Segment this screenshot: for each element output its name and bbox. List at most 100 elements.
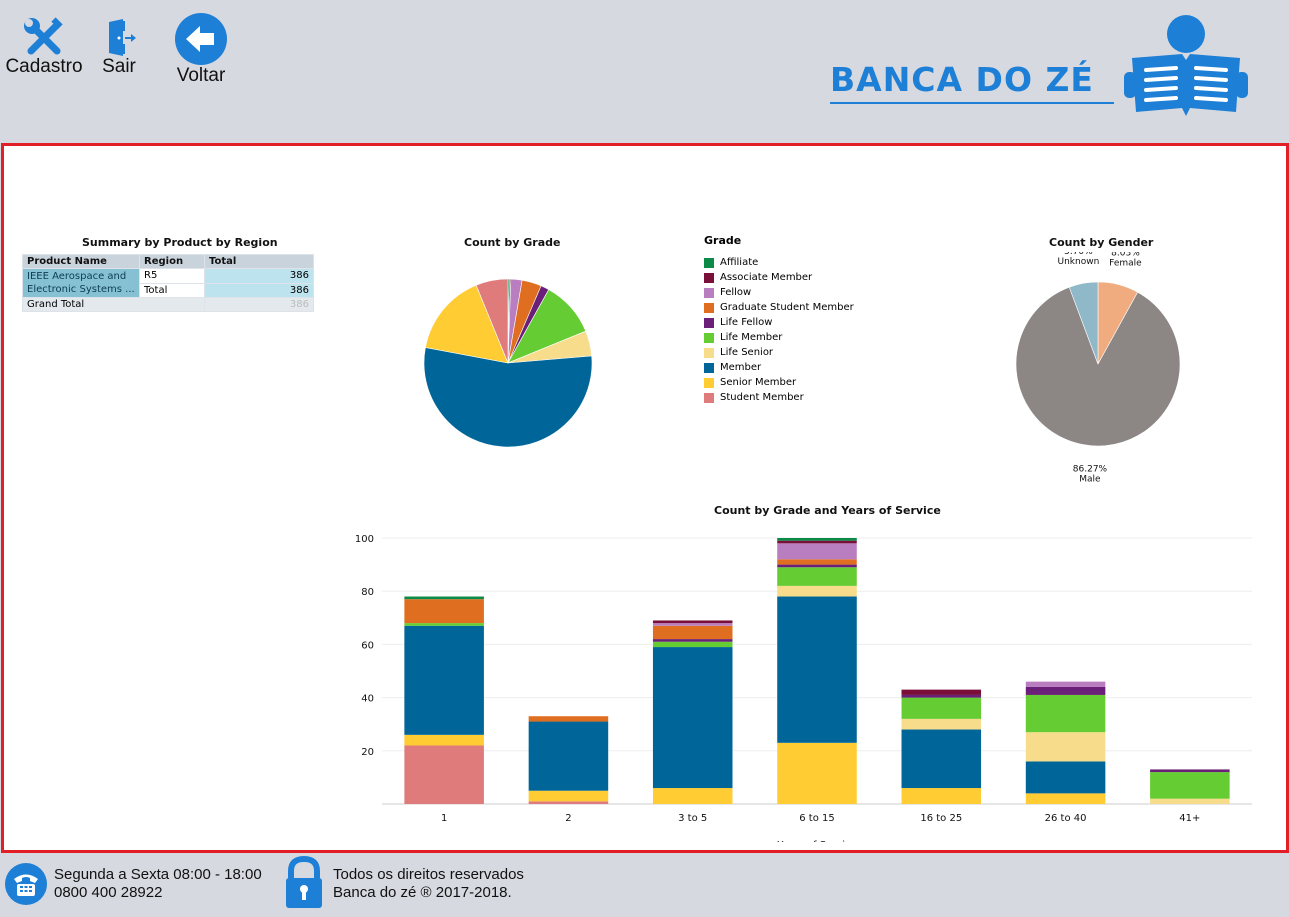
pie-slice-senior-member[interactable]: [425, 284, 509, 364]
legend-item-fellow[interactable]: Fellow: [704, 285, 854, 300]
sair-button[interactable]: Sair: [94, 16, 144, 78]
bar-segment-life-member[interactable]: [901, 697, 982, 719]
legend-swatch: [704, 332, 714, 343]
table-row: IEEE Aerospace and Electronic Systems ..…: [22, 268, 314, 298]
tools-icon: [24, 17, 63, 55]
bar-segment-fellow[interactable]: [777, 543, 857, 560]
bar-segment-member[interactable]: [777, 596, 857, 743]
legend-item-graduate-student-member[interactable]: Graduate Student Member: [704, 300, 854, 315]
bar-segment-graduate-student-member[interactable]: [528, 716, 609, 722]
y-tick-label: 60: [361, 640, 374, 651]
bar-segment-life-fellow[interactable]: [1150, 769, 1230, 773]
bar-segment-senior-member[interactable]: [652, 788, 733, 804]
legend-item-senior-member[interactable]: Senior Member: [704, 375, 854, 390]
legend-item-life-senior[interactable]: Life Senior: [704, 345, 854, 360]
bar-segment-life-member[interactable]: [404, 623, 484, 626]
bar-segment-member[interactable]: [1025, 761, 1106, 794]
bar-segment-graduate-student-member[interactable]: [404, 599, 484, 624]
bar-segment-life-member[interactable]: [777, 567, 857, 586]
bar-segment-senior-member[interactable]: [528, 790, 609, 802]
bar-segment-graduate-student-member[interactable]: [777, 559, 857, 565]
legend-item-affiliate[interactable]: Affiliate: [704, 255, 854, 270]
bar-segment-life-fellow[interactable]: [901, 694, 982, 698]
bar-segment-affiliate[interactable]: [777, 538, 857, 541]
bar-segment-member[interactable]: [901, 729, 982, 789]
bar-segment-member[interactable]: [652, 647, 733, 789]
legend-swatch: [704, 287, 714, 298]
bar-segment-fellow[interactable]: [652, 623, 733, 626]
bar-segment-life-member[interactable]: [1025, 694, 1106, 733]
legend-item-member[interactable]: Member: [704, 360, 854, 375]
bar-segment-senior-member[interactable]: [901, 788, 982, 804]
table-header-row: Product Name Region Total: [22, 254, 314, 269]
legend-swatch: [704, 317, 714, 328]
bar-segment-life-fellow[interactable]: [777, 564, 857, 568]
bar-segment-life-senior[interactable]: [1150, 798, 1230, 804]
bar-segment-member[interactable]: [528, 721, 609, 791]
pie-slice-unknown[interactable]: [1068, 281, 1099, 365]
pie-category-label: Female: [1109, 258, 1142, 268]
product-name-cell[interactable]: IEEE Aerospace and Electronic Systems ..…: [22, 268, 140, 298]
legend-label: Fellow: [720, 287, 752, 298]
column-header-total[interactable]: Total: [204, 254, 314, 269]
phone-number[interactable]: 0800 400 28922: [54, 884, 163, 901]
x-tick-label: 3 to 5: [678, 813, 707, 824]
bar-segment-student-member[interactable]: [528, 801, 609, 804]
cadastro-button[interactable]: Cadastro: [4, 16, 84, 78]
legend-label: Student Member: [720, 392, 804, 403]
telephone-icon: [5, 863, 47, 905]
voltar-button[interactable]: Voltar: [166, 12, 236, 87]
bar-segment-life-senior[interactable]: [777, 585, 857, 597]
bar-segment-associate-member[interactable]: [652, 620, 733, 624]
legend-label: Life Senior: [720, 347, 774, 358]
pie-value-label: 86.27%: [1073, 465, 1108, 475]
bar-segment-graduate-student-member[interactable]: [652, 625, 733, 640]
grand-total-label: Grand Total: [22, 297, 205, 312]
legend-label: Graduate Student Member: [720, 302, 854, 313]
bar-segment-associate-member[interactable]: [777, 540, 857, 544]
bar-segment-affiliate[interactable]: [404, 596, 484, 600]
bar-segment-life-member[interactable]: [652, 641, 733, 648]
gender-pie-title: Count by Gender: [1049, 236, 1154, 249]
legend-item-life-fellow[interactable]: Life Fellow: [704, 315, 854, 330]
legend-item-student-member[interactable]: Student Member: [704, 390, 854, 405]
y-tick-label: 80: [361, 587, 374, 598]
legend-item-associate-member[interactable]: Associate Member: [704, 270, 854, 285]
pie-slice-student-member[interactable]: [475, 278, 509, 364]
brand-underline: [830, 102, 1114, 104]
legend-item-life-member[interactable]: Life Member: [704, 330, 854, 345]
region-cell: Total: [139, 282, 205, 298]
legend-swatch: [704, 377, 714, 388]
bar-segment-fellow[interactable]: [1025, 681, 1106, 687]
bar-segment-life-senior[interactable]: [1025, 732, 1106, 762]
footer: Segunda a Sexta 08:00 - 18:00 0800 400 2…: [0, 852, 1289, 917]
summary-table: Product Name Region Total IEEE Aerospace…: [22, 254, 314, 312]
bar-segment-senior-member[interactable]: [1025, 793, 1106, 804]
bar-segment-life-member[interactable]: [1150, 772, 1230, 799]
legend-label: Member: [720, 362, 762, 373]
bar-segment-associate-member[interactable]: [901, 689, 982, 695]
reading-book-icon: [1124, 15, 1248, 116]
brand-logo[interactable]: BANCA DO ZÉ: [830, 14, 1250, 124]
x-tick-label: 6 to 15: [799, 813, 834, 824]
y-tick-label: 100: [355, 534, 374, 545]
bar-segment-life-senior[interactable]: [901, 718, 982, 730]
pie-slice-member[interactable]: [423, 347, 593, 448]
bar-segment-senior-member[interactable]: [777, 742, 857, 804]
cadastro-label: Cadastro: [5, 56, 83, 77]
bar-segment-member[interactable]: [404, 625, 484, 735]
column-header-region[interactable]: Region: [139, 254, 205, 269]
y-tick-label: 20: [361, 747, 374, 758]
bar-segment-student-member[interactable]: [404, 745, 484, 804]
pie-slice-male[interactable]: [1015, 286, 1181, 447]
bar-segment-life-fellow[interactable]: [1025, 686, 1106, 695]
pie-category-label: Male: [1079, 475, 1101, 485]
top-bar: Cadastro Sair Voltar BANCA DO ZÉ: [0, 0, 1289, 140]
bar-segment-life-fellow[interactable]: [652, 639, 733, 642]
bar-segment-senior-member[interactable]: [404, 734, 484, 746]
legend-swatch: [704, 272, 714, 283]
gender-pie-chart: 8.03%Female 86.27%Male 5.70%Unknown: [1015, 252, 1181, 485]
sair-label: Sair: [102, 56, 136, 77]
column-header-product[interactable]: Product Name: [22, 254, 140, 269]
rights-text: Todos os direitos reservados: [333, 866, 524, 883]
